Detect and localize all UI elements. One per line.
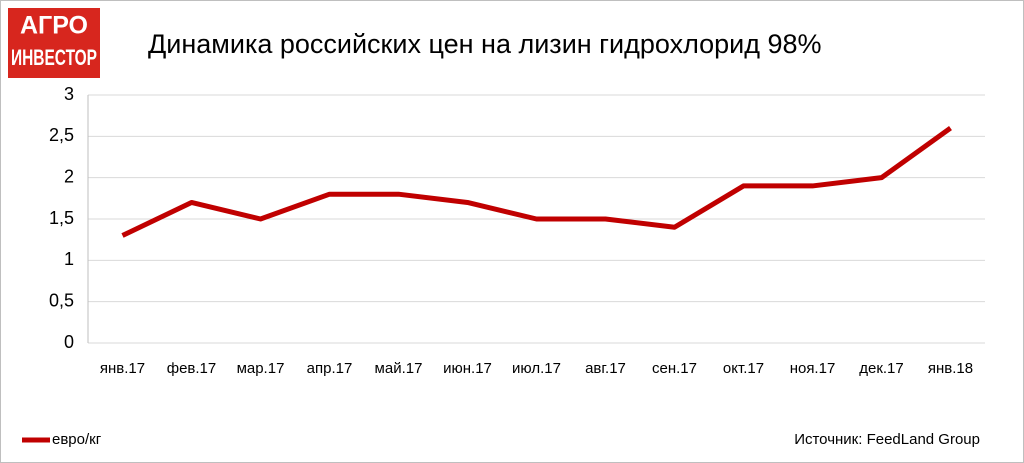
y-tick-label: 2,5	[49, 125, 74, 145]
x-tick-label: май.17	[375, 360, 423, 377]
y-tick-label: 3	[64, 84, 74, 104]
legend-label: евро/кг	[52, 431, 102, 448]
x-tick-label: апр.17	[307, 360, 353, 377]
x-tick-label: июн.17	[443, 360, 492, 377]
y-tick-label: 2	[64, 166, 74, 186]
logo-top: АГРО	[20, 12, 88, 40]
y-tick-label: 0	[64, 332, 74, 352]
line	[121, 126, 952, 238]
x-tick-label: июл.17	[512, 360, 561, 377]
logo-bottom: ИНВЕСТОР	[11, 45, 97, 70]
x-tick-label: дек.17	[859, 360, 904, 377]
x-tick-label: мар.17	[237, 360, 285, 377]
y-tick-label: 1	[64, 249, 74, 269]
chart-title: Динамика российских цен на лизин гидрохл…	[148, 29, 822, 59]
logo-box	[8, 8, 100, 78]
source: Источник: FeedLand Group	[794, 431, 980, 448]
x-tick-label: сен.17	[652, 360, 697, 377]
x-tick-label: окт.17	[723, 360, 764, 377]
x-tick-label: фев.17	[167, 360, 217, 377]
x-tick-label: янв.18	[928, 360, 973, 377]
y-tick-label: 1,5	[49, 208, 74, 228]
x-tick-label: ноя.17	[790, 360, 836, 377]
x-tick-label: янв.17	[100, 360, 145, 377]
x-tick-label: авг.17	[585, 360, 626, 377]
y-tick-label: 0,5	[49, 290, 74, 310]
